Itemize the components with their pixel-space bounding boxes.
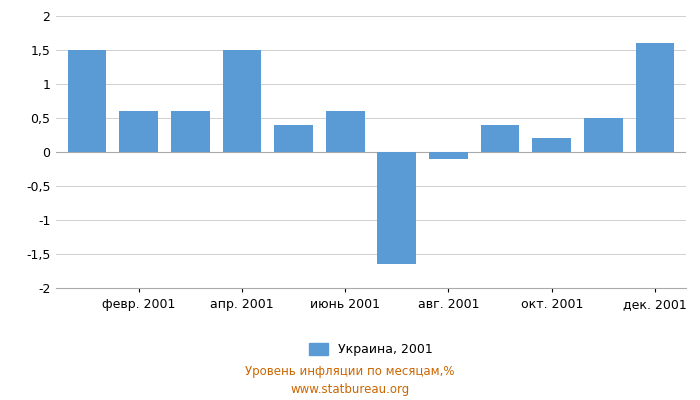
Bar (429, 152, 468, 159)
Bar (274, 125, 313, 152)
Bar (377, 152, 416, 264)
Bar (636, 43, 674, 152)
Bar (326, 111, 365, 152)
Bar (584, 118, 623, 152)
Bar (119, 111, 158, 152)
Text: Уровень инфляции по месяцам,%: Уровень инфляции по месяцам,% (245, 366, 455, 378)
Bar (171, 111, 209, 152)
Bar (68, 50, 106, 152)
Text: www.statbureau.org: www.statbureau.org (290, 384, 410, 396)
Bar (481, 125, 519, 152)
Bar (223, 50, 261, 152)
Bar (533, 138, 571, 152)
Legend: Украина, 2001: Украина, 2001 (309, 343, 433, 356)
